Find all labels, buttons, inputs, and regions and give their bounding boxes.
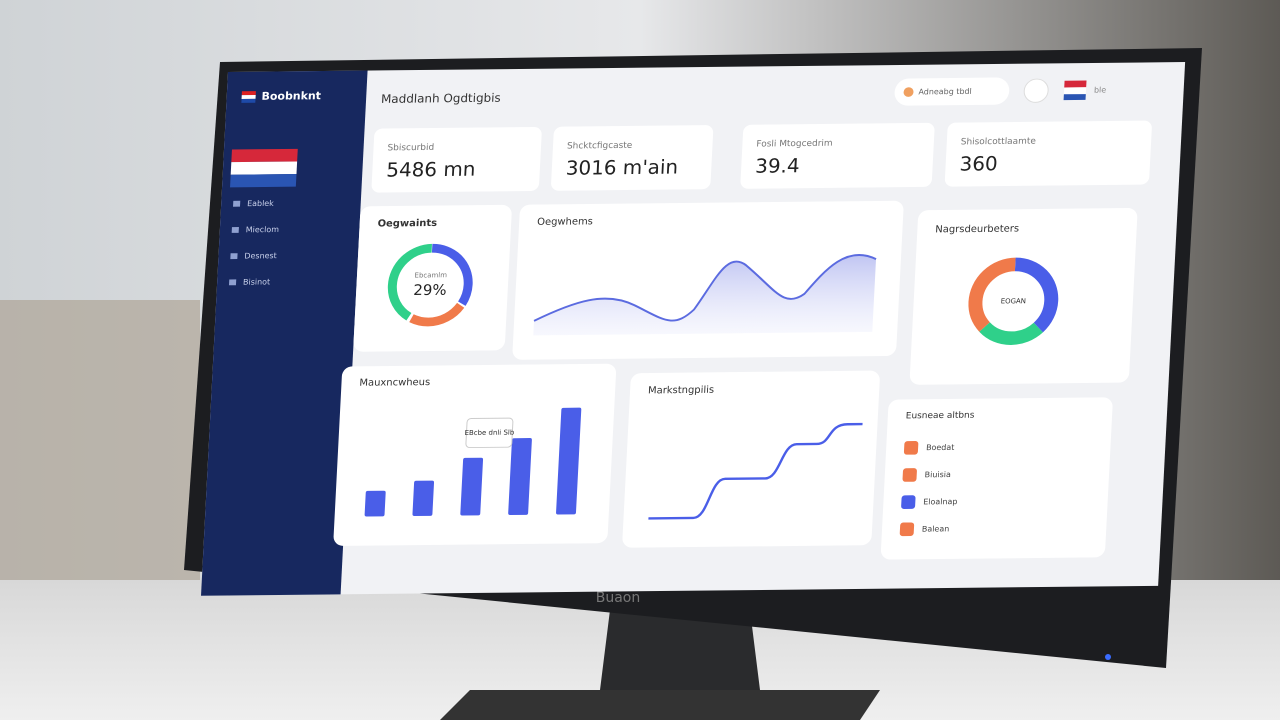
panel-title: Mauxncwheus: [359, 377, 430, 389]
decoration: [968, 257, 1059, 345]
decoration: [968, 257, 1059, 345]
decoration: [230, 174, 297, 188]
bar: [460, 457, 484, 516]
stand-base: [440, 690, 880, 720]
list-icon: [903, 440, 919, 455]
lang[interactable]: ble: [1094, 86, 1107, 95]
stat-value: 3016 m'ain: [565, 156, 678, 180]
search[interactable]: [894, 77, 1010, 106]
menu-icon: [228, 279, 237, 286]
decoration: [230, 161, 298, 175]
decoration: [387, 243, 473, 327]
decoration: [241, 98, 256, 103]
decoration: [353, 204, 512, 352]
icon-button[interactable]: [1023, 78, 1049, 103]
stat-value: 39.4: [755, 155, 801, 178]
stat-card: [740, 122, 935, 189]
bar: [556, 407, 582, 515]
list-icon: [902, 468, 917, 482]
menu-item[interactable]: Eablek: [247, 199, 275, 208]
donut-label: Ebcamlm: [414, 271, 447, 279]
decoration: [241, 94, 256, 100]
decoration: [880, 397, 1113, 560]
menu-item[interactable]: Desnest: [244, 251, 277, 260]
search-text: Adneabg tbdl: [918, 87, 972, 96]
stat-card: [371, 126, 542, 193]
stat-card: [944, 120, 1152, 187]
decoration: [622, 370, 880, 548]
stat-label: Shcktcfigcaste: [567, 141, 633, 152]
list-item[interactable]: Balean: [922, 524, 950, 533]
decoration: Sbiscurbid 5486 mn Shcktcfigcaste 3016 m'ai…: [371, 120, 1152, 193]
bezel-brand: Buaon: [596, 590, 641, 606]
panel-title: Markstngpilis: [648, 385, 715, 397]
list-item[interactable]: Eloalnap: [923, 497, 958, 506]
decoration: [387, 243, 473, 327]
decoration: [909, 208, 1138, 385]
tooltip: EBcbe dnli Slb: [464, 429, 514, 437]
panel-title: Oegwaints: [377, 218, 437, 229]
decoration: [364, 407, 582, 517]
decoration: [968, 257, 1059, 345]
power-led: [1105, 654, 1111, 660]
stat-label: Shisolcottlaamte: [961, 137, 1037, 148]
bar: [508, 438, 532, 516]
decoration: [1064, 80, 1087, 88]
decoration: [1063, 94, 1086, 101]
bar: [412, 480, 435, 517]
panel-title: Nagrsdeurbeters: [935, 224, 1019, 236]
stat-card: [551, 125, 714, 191]
decoration: [387, 243, 473, 327]
panel-title: Eusneae altbns: [906, 411, 975, 422]
menu-item[interactable]: Mieclom: [246, 225, 280, 234]
decoration: [903, 87, 914, 97]
list-icon: [901, 495, 916, 509]
menu-icon: [231, 227, 239, 233]
screen: Boobnknt Eablek Mieclom Desnest Bisinot Mad…: [200, 62, 1186, 596]
decoration: [333, 363, 617, 546]
donut-value: 29%: [413, 282, 447, 299]
stat-label: Fosli Mtogcedrim: [756, 139, 833, 150]
decoration: [465, 417, 514, 449]
stat-label: Sbiscurbid: [387, 143, 434, 153]
panel-title: Oegwhems: [537, 216, 593, 227]
sidebar: [200, 70, 368, 596]
brand: Boobnknt: [261, 89, 321, 102]
header-title: Maddlanh Ogdtigbis: [381, 91, 501, 106]
menu-icon: [230, 253, 238, 260]
list-item[interactable]: Boedat: [926, 443, 955, 452]
stand: [600, 610, 760, 690]
decoration: Eablek Mieclom Desnest Bisinot: [228, 199, 280, 287]
decoration: [387, 243, 473, 327]
decoration: [241, 91, 256, 96]
menu-icon: [233, 200, 241, 207]
cabinet: [0, 300, 200, 630]
decoration: [648, 422, 863, 520]
stat-value: 360: [959, 152, 998, 175]
list-icon: [899, 522, 915, 537]
list-item[interactable]: Biuisia: [924, 470, 951, 479]
decoration: [1063, 87, 1087, 95]
decoration: [968, 257, 1059, 345]
donut2-label: EOGAN: [1001, 297, 1027, 305]
stat-value: 5486 mn: [386, 158, 476, 182]
bar: [364, 490, 386, 517]
decoration: Boedat Biuisia Eloalnap Balean: [899, 440, 958, 537]
decoration: [231, 148, 298, 163]
decoration: [533, 253, 877, 322]
menu-item[interactable]: Bisinot: [243, 278, 271, 287]
